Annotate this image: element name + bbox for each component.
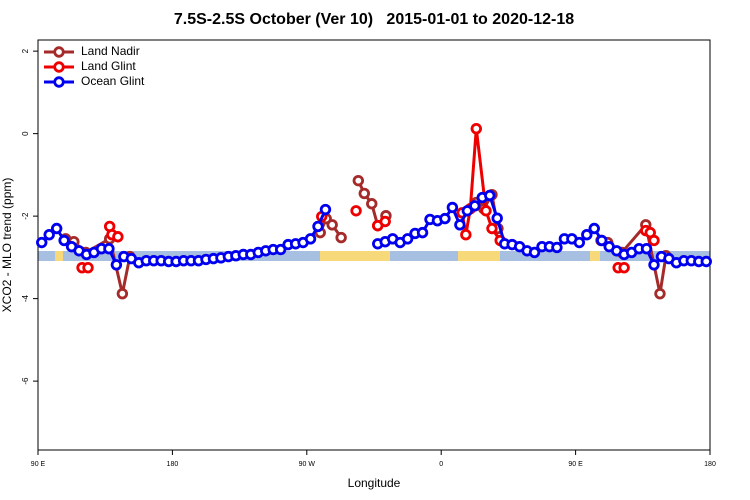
data-point xyxy=(581,228,593,241)
x-tick-label: 180 xyxy=(704,461,716,468)
land-strip xyxy=(55,251,63,261)
x-tick-label: 90 E xyxy=(31,461,46,468)
data-point xyxy=(274,243,287,256)
legend-label: Land Nadir xyxy=(81,44,140,58)
data-point xyxy=(304,233,317,245)
data-point xyxy=(596,234,608,247)
data-point xyxy=(82,261,94,274)
x-tick-label: 90 E xyxy=(568,461,583,468)
data-point xyxy=(461,205,474,217)
data-point xyxy=(366,198,378,210)
legend-marker xyxy=(53,46,65,58)
chart-title: 7.5S-2.5S October (Ver 10) 2015-01-01 to… xyxy=(174,11,574,28)
legend-label: Ocean Glint xyxy=(81,74,145,88)
y-tick-label: -4 xyxy=(21,295,30,303)
data-point xyxy=(312,220,324,233)
data-point xyxy=(103,243,115,255)
data-point xyxy=(454,219,466,231)
data-point xyxy=(484,189,496,202)
data-point xyxy=(700,255,712,268)
data-point xyxy=(352,174,365,187)
data-point xyxy=(50,222,63,235)
y-tick-label: -2 xyxy=(21,212,30,220)
data-point xyxy=(401,233,414,245)
data-point xyxy=(319,203,332,216)
data-point xyxy=(573,236,586,249)
land-strip xyxy=(590,251,600,261)
data-point xyxy=(58,234,70,247)
y-tick-label: -6 xyxy=(21,377,30,385)
data-point xyxy=(480,205,492,217)
land-strip xyxy=(458,251,500,261)
x-tick-label: 0 xyxy=(439,461,443,468)
surface-strip xyxy=(38,251,710,261)
data-point xyxy=(43,228,55,241)
data-point xyxy=(446,201,459,214)
data-point xyxy=(460,228,472,241)
data-point xyxy=(110,259,123,271)
data-point xyxy=(326,219,338,231)
legend-label: Land Glint xyxy=(81,59,136,73)
data-point xyxy=(335,231,347,244)
data-point xyxy=(648,259,660,271)
data-point xyxy=(416,226,429,239)
data-point xyxy=(470,122,482,135)
data-point xyxy=(116,287,129,300)
data-point xyxy=(439,212,451,225)
y-tick-label: 2 xyxy=(21,48,30,53)
data-point xyxy=(640,243,653,255)
data-point xyxy=(648,234,660,247)
data-point xyxy=(36,236,48,249)
data-point xyxy=(654,287,666,300)
data-point xyxy=(379,215,391,228)
data-point xyxy=(486,222,498,235)
x-axis-label: Longitude xyxy=(348,476,401,490)
data-point xyxy=(350,205,362,217)
y-tick-label: 0 xyxy=(21,131,30,136)
y-axis-label: XCO2 - MLO trend (ppm) xyxy=(0,178,14,313)
data-point xyxy=(551,241,563,254)
data-point xyxy=(491,212,503,224)
land-strip xyxy=(320,251,390,261)
data-point xyxy=(588,222,600,235)
data-point xyxy=(469,200,481,212)
legend-marker xyxy=(53,76,65,88)
x-tick-label: 180 xyxy=(167,461,179,468)
data-point xyxy=(112,231,124,243)
x-tick-label: 90 W xyxy=(299,461,316,468)
data-point xyxy=(618,261,630,274)
data-point xyxy=(358,187,370,200)
data-point xyxy=(528,246,541,259)
legend-marker xyxy=(53,61,65,73)
